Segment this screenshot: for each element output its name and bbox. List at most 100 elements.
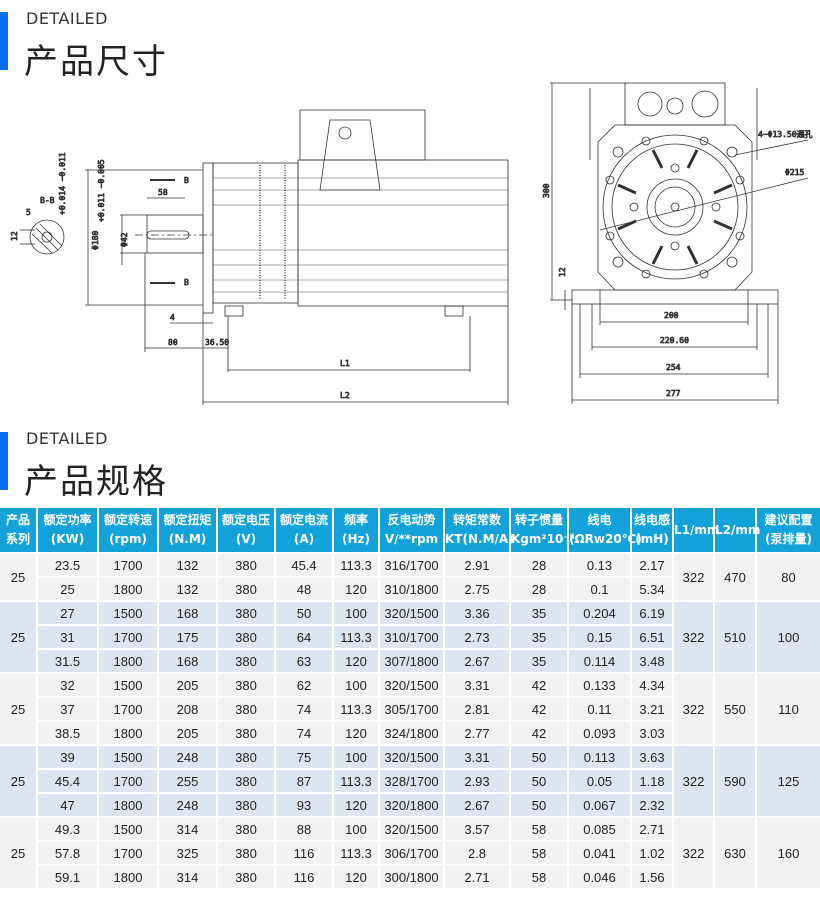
shaft-section xyxy=(29,219,65,255)
header-line: 额定功率 xyxy=(43,513,92,527)
series-cell: 25 xyxy=(0,746,36,816)
header-line: 反电动势 xyxy=(387,513,436,527)
table-cell: 32 xyxy=(38,674,97,696)
column-header: 转子惯量 Kgm²10⁻³ xyxy=(511,508,575,552)
column-header: 转矩常数 KT(N.M/A) xyxy=(445,508,514,552)
section-subtitle: DETAILED xyxy=(26,9,108,28)
table-cell: 380 xyxy=(218,794,274,816)
header-unit: (V) xyxy=(235,532,257,546)
table-row: 45.4 1700 255 380 87 113.3 328/1700 2.93 50 0.05 1… xyxy=(0,770,820,792)
header-unit: (A) xyxy=(293,532,315,546)
table-cell: 320/1800 xyxy=(380,794,443,816)
header-line: L2/mm xyxy=(715,522,761,537)
table-cell: 120 xyxy=(334,578,378,600)
table-cell: 3.36 xyxy=(445,602,509,624)
header-line: 额定电压 xyxy=(221,513,270,527)
header-unit: KT(N.M/A) xyxy=(445,532,514,546)
table-cell: 50 xyxy=(511,746,567,768)
table-cell: 3.21 xyxy=(632,698,672,720)
dim-label: 58 xyxy=(158,188,168,197)
dim-label: 36.50 xyxy=(205,338,229,347)
dim-label: Φ215 xyxy=(785,168,804,177)
table-cell: 1700 xyxy=(99,626,157,648)
table-cell: 58 xyxy=(511,818,567,840)
header-unit: 系列 xyxy=(5,532,30,546)
table-row: 31.5 1800 168 380 63 120 307/1800 2.67 35 0.114 3.… xyxy=(0,650,820,672)
column-header: 频率 (Hz) xyxy=(334,508,378,552)
dim-label: 4−Φ13.50通孔 xyxy=(758,129,813,139)
table-cell: 87 xyxy=(276,770,332,792)
header-line: 额定电流 xyxy=(279,513,328,527)
table-cell: 93 xyxy=(276,794,332,816)
table-row: 25 27 1500 168 380 50 100 320/1500 3.36 35 0.204 6.… xyxy=(0,602,820,672)
table-cell: 0.15 xyxy=(569,626,630,648)
accent-bar xyxy=(0,12,8,70)
section-title: 产品尺寸 xyxy=(24,42,168,82)
table-cell: 2.91 xyxy=(445,554,509,576)
table-row: 59.1 1800 314 380 116 120 300/1800 2.71 58 0.046 1… xyxy=(0,866,820,888)
dim-label: 12 xyxy=(10,231,19,241)
table-cell: 113.3 xyxy=(334,770,378,792)
column-header: 产品 系列 xyxy=(0,508,36,552)
table-cell: 168 xyxy=(159,602,216,624)
series-cell: 25 xyxy=(0,602,36,672)
table-cell: 320/1500 xyxy=(380,602,443,624)
table-cell: 100 xyxy=(334,818,378,840)
series-cell: 25 xyxy=(0,674,36,744)
table-row: 25 23.5 1700 132 380 45.4 113.3 316/1700 2.91 28 0… xyxy=(0,554,820,600)
dim-label: 4 xyxy=(170,313,175,322)
dim-label: 277 xyxy=(666,389,681,398)
label-section: B-B xyxy=(40,196,55,205)
table-cell: 58 xyxy=(511,842,567,864)
header-line: 转子惯量 xyxy=(514,513,563,527)
table-cell: 255 xyxy=(159,770,216,792)
table-cell: 113.3 xyxy=(334,842,378,864)
table-cell: 23.5 xyxy=(38,554,97,576)
table-cell: 314 xyxy=(159,866,216,888)
pump-cell: 80 xyxy=(757,554,820,600)
table-cell: 6.19 xyxy=(632,602,672,624)
table-cell: 31.5 xyxy=(38,650,97,672)
table-cell: 120 xyxy=(334,722,378,744)
table-cell: 74 xyxy=(276,722,332,744)
table-cell: 305/1700 xyxy=(380,698,443,720)
table-cell: 1500 xyxy=(99,818,157,840)
header-unit: (泵排量) xyxy=(765,532,812,546)
table-cell: 0.085 xyxy=(569,818,630,840)
dim-label: +0.011 −0.005 xyxy=(97,159,106,222)
dim-label: +0.014 −0.011 xyxy=(58,152,67,215)
table-cell: 50 xyxy=(276,602,332,624)
spec-table: 产品 系列 额定功率 (KW) 额定转速 (rpm) 额定扭矩 (N.M) 额定电压 (V) 额定电… xyxy=(0,506,820,890)
front-terminal-box xyxy=(624,82,726,126)
series-cell: 25 xyxy=(0,554,36,600)
l2-cell: 590 xyxy=(715,746,755,816)
table-cell: 5.34 xyxy=(632,578,672,600)
table-cell: 320/1500 xyxy=(380,746,443,768)
table-cell: 3.31 xyxy=(445,674,509,696)
table-cell: 48 xyxy=(276,578,332,600)
accent-bar xyxy=(0,432,8,490)
dimension-drawing: B-B 12 5 Φ180 +0.014 −0.011 Φ42 +0.011 −… xyxy=(10,82,813,405)
table-cell: 0.13 xyxy=(569,554,630,576)
table-cell: 120 xyxy=(334,794,378,816)
series-cell: 25 xyxy=(0,818,36,888)
l1-cell: 322 xyxy=(674,554,713,600)
table-cell: 0.11 xyxy=(569,698,630,720)
table-cell: 1700 xyxy=(99,842,157,864)
table-cell: 2.73 xyxy=(445,626,509,648)
l2-cell: 470 xyxy=(715,554,755,600)
table-cell: 31 xyxy=(38,626,97,648)
lifting-eye xyxy=(319,119,381,191)
table-cell: 1800 xyxy=(99,866,157,888)
table-cell: 248 xyxy=(159,746,216,768)
column-header: 额定扭矩 (N.M) xyxy=(159,508,216,552)
column-header: 线电 (ΩRw20℃) xyxy=(569,508,642,552)
header-line: 频率 xyxy=(343,513,368,527)
table-cell: 59.1 xyxy=(38,866,97,888)
table-cell: 0.041 xyxy=(569,842,630,864)
section-mark: B xyxy=(184,278,189,287)
shaft xyxy=(146,214,204,254)
header-unit: (N.M) xyxy=(168,532,207,546)
table-cell: 35 xyxy=(511,650,567,672)
table-cell: 310/1700 xyxy=(380,626,443,648)
